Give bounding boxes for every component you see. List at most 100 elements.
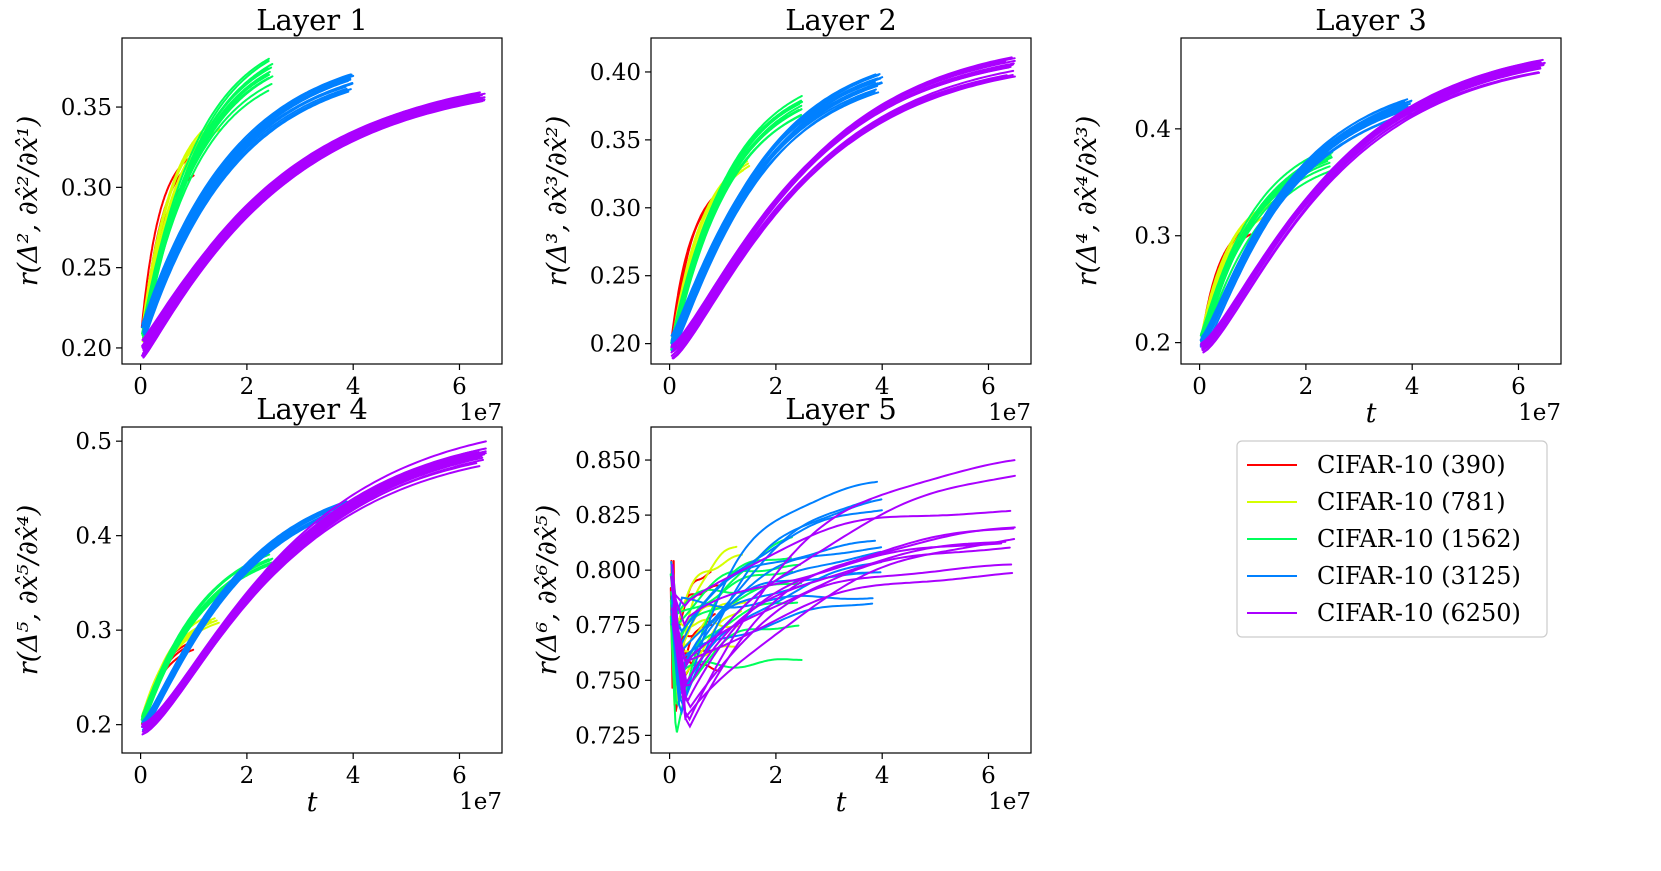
y-tick-label: 0.40 [590,60,641,86]
series-line-5 [1200,71,1540,348]
y-tick-label: 0.750 [575,668,641,694]
y-axis-label-text: r(Δ⁵, ∂x̂⁵/∂x̂⁴) [13,505,44,676]
series-line-5 [1200,63,1545,348]
series-line-5 [672,546,1011,669]
series-group [669,459,1016,733]
series-line-5 [670,66,1010,349]
panel-title: Layer 1 [256,3,368,37]
y-tick-label: 0.4 [1134,117,1171,143]
series-line-5 [143,456,484,729]
series-line-5 [143,98,486,355]
x-tick-label: 6 [452,763,467,789]
series-line-5 [141,440,487,726]
series-line-5 [1201,63,1544,346]
series-line-5 [670,64,1013,357]
axes-frame [650,426,1032,754]
series-line-5 [143,95,481,357]
series-line-5 [1202,61,1546,344]
legend-label: CIFAR-10 (3125) [1317,562,1521,590]
series-line-5 [143,457,481,726]
y-axis-label-text: r(Δ³, ∂x̂³/∂x̂²) [542,116,573,287]
series-line-5 [672,540,1007,687]
series-line-4 [143,90,350,341]
y-tick-label: 0.850 [575,448,641,474]
panel-5: Layer 50 2 4 61e70.7250.7500.7750.8000.8250… [532,392,1032,818]
series-line-5 [1201,59,1541,350]
series-line-5 [1200,64,1538,345]
axes-frame [1180,37,1562,365]
y-tick-label: 0.800 [575,558,641,584]
series-line-5 [1202,66,1537,345]
series-line-3 [143,73,269,340]
series-line-5 [1200,58,1544,346]
series-line-5 [141,455,483,733]
series-line-3 [671,100,804,347]
series-line-5 [141,449,477,727]
axes-frame [650,37,1032,365]
y-tick-label: 0.4 [75,524,112,550]
x-tick-label: 4 [346,763,361,789]
series-line-5 [672,56,1013,356]
x-tick-label: 0 [662,374,677,400]
series-group [1199,58,1546,354]
x-tick-label: 4 [1405,374,1420,400]
series-line-4 [670,546,883,653]
series-group [140,57,486,359]
series-line-5 [1201,61,1542,344]
series-line-5 [142,99,484,352]
x-offset-label: 1e7 [988,789,1031,815]
y-tick-label: 0.20 [590,332,641,358]
x-axis-label: t [836,787,847,818]
series-line-5 [142,450,487,726]
panel-title: Layer 5 [785,392,897,426]
y-tick-label: 0.3 [75,618,112,644]
series-line-5 [671,74,1008,359]
series-line-5 [1201,63,1542,352]
series-line-4 [670,498,872,677]
series-line-5 [142,465,481,727]
x-tick-label: 2 [769,374,784,400]
y-axis-label-text: r(Δ², ∂x̂²/∂x̂¹) [13,116,44,287]
series-line-5 [670,527,1015,702]
series-line-5 [1202,71,1541,354]
y-tick-label: 0.35 [590,128,641,154]
x-tick-label: 2 [769,763,784,789]
series-line-4 [672,76,884,351]
series-line-5 [1201,60,1542,351]
y-axis-label: r(Δ⁴, ∂x̂⁴/∂x̂³) [1072,116,1103,287]
series-line-4 [1201,104,1408,348]
series-line-5 [141,447,487,728]
series-line-5 [143,92,480,343]
x-tick-label: 2 [240,763,255,789]
series-line-5 [141,453,485,736]
series-line-5 [670,59,1016,348]
y-tick-label: 0.25 [61,256,112,282]
series-line-5 [1201,66,1542,347]
series-line-5 [671,509,1012,608]
y-axis-label: r(Δ², ∂x̂²/∂x̂¹) [13,116,44,287]
x-tick-label: 4 [875,374,890,400]
panel-title: Layer 3 [1315,3,1427,37]
panel-title: Layer 2 [785,3,897,37]
y-tick-label: 0.30 [61,175,112,201]
y-tick-label: 0.30 [590,196,641,222]
series-line-4 [670,480,878,716]
x-tick-label: 0 [1192,374,1207,400]
y-axis-label-text: r(Δ⁶, ∂x̂⁶/∂x̂⁵) [532,505,563,676]
x-tick-label: 6 [1511,374,1526,400]
legend-label: CIFAR-10 (1562) [1317,525,1521,553]
series-line-4 [671,73,881,346]
y-tick-label: 0.5 [75,429,112,455]
y-tick-label: 0.20 [61,336,112,362]
axes-frame [121,37,503,365]
x-tick-label: 6 [981,374,996,400]
y-axis-label: r(Δ⁵, ∂x̂⁵/∂x̂⁴) [13,505,44,676]
series-line-5 [143,453,486,726]
series-line-5 [1201,64,1545,348]
x-axis-label: t [1366,398,1377,429]
series-line-4 [1200,99,1413,344]
x-offset-label: 1e7 [1518,400,1561,426]
x-tick-label: 4 [346,374,361,400]
